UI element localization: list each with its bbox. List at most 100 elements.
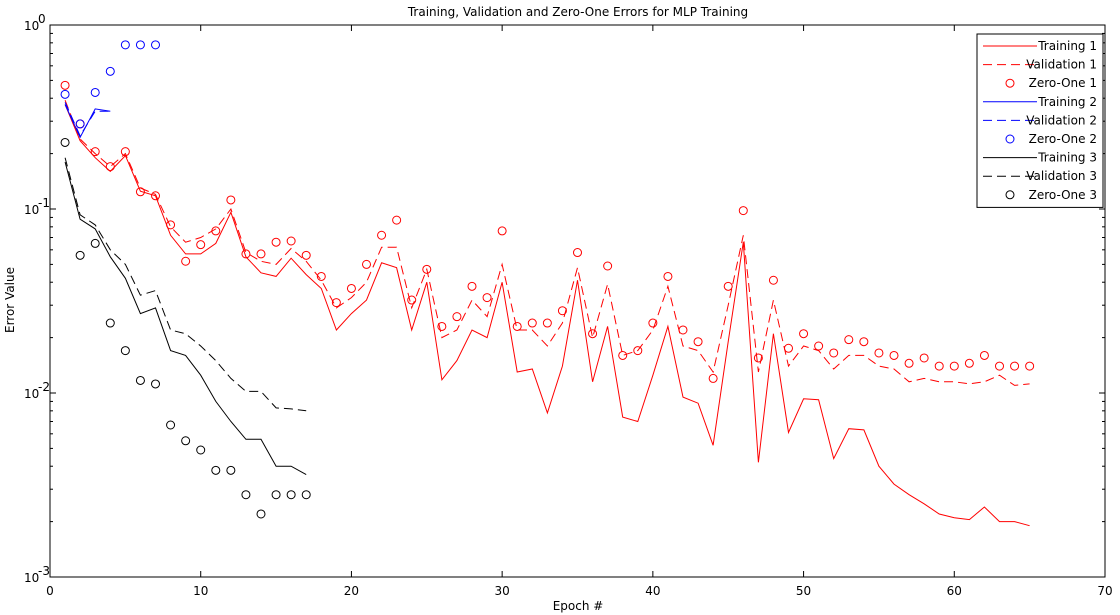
zero-one-1-marker [557,306,567,316]
legend-label-training-1: Training 1 [1037,39,1097,53]
zero-one-1-marker [377,230,387,240]
validation-1-line [64,100,1030,386]
x-axis-ticks: 0 10 20 30 40 50 60 70 [46,25,1113,598]
x-axis-label: Epoch # [553,599,604,613]
zero-one-1-marker [799,329,809,339]
zero-one-1-marker [844,335,854,345]
zero-one-3-marker [271,490,281,500]
zero-one-1-marker [316,271,326,281]
y-tick-exponent: -2 [38,380,50,394]
zero-one-3-marker [286,490,296,500]
zero-one-3-marker [75,250,85,260]
zero-one-1-marker [105,162,115,172]
y-tick-exponent: -3 [38,564,50,578]
zero-one-1-marker [452,312,462,322]
zero-one-1-marker [90,147,100,157]
zero-one-3-marker [120,346,130,356]
zero-one-1-marker [60,80,70,90]
zero-one-1-marker [422,264,432,274]
zero-one-1-marker [151,191,160,201]
training-2-line [64,104,111,139]
zero-one-2-marker [60,89,70,99]
zero-one-1-marker [527,318,537,328]
zero-one-3-marker [241,490,251,500]
axes-box [49,24,1106,578]
zero-one-1-marker [874,348,884,358]
zero-one-1-marker [346,283,356,293]
zero-one-2-marker [151,40,160,50]
zero-one-1-marker [512,321,522,331]
zero-one-1-marker [859,337,869,347]
zero-one-1-marker [392,215,402,225]
zero-one-1-marker [995,361,1004,371]
zero-one-1-marker [693,337,703,347]
zero-one-1-marker [934,361,944,371]
zero-one-1-marker [814,341,824,351]
zero-one-3-marker [90,238,100,248]
x-tick-label: 50 [796,584,811,598]
zero-one-1-marker [120,147,130,157]
legend-label-training-2: Training 2 [1037,95,1097,109]
legend-label-validation-3: Validation 3 [1026,169,1097,183]
zero-one-3-marker [196,445,206,455]
x-tick-label: 40 [645,584,660,598]
x-tick-label: 60 [947,584,962,598]
x-tick-label: 30 [495,584,510,598]
zero-one-1-marker [753,353,763,363]
zero-one-1-marker [437,321,447,331]
zero-one-1-marker [949,361,959,371]
zero-one-3-marker [256,509,266,519]
zero-one-1-marker [678,325,688,335]
zero-one-2-marker [105,66,115,76]
zero-one-1-marker [708,373,718,383]
x-tick-label: 10 [193,584,208,598]
zero-one-1-marker [226,195,236,205]
zero-one-1-marker [135,187,145,197]
zero-one-1-marker [241,249,251,259]
zero-one-2-marker [75,119,85,129]
zero-one-1-marker [286,236,296,246]
legend-label-zero-one-1: Zero-One 1 [1029,76,1097,90]
zero-one-1-marker [573,248,582,258]
zero-one-1-marker [542,318,552,328]
zero-one-1-marker [618,350,628,360]
zero-one-3-marker [60,137,70,147]
zero-one-1-marker [407,295,417,305]
zero-one-2-marker [135,40,145,50]
y-axis-label: Error Value [3,267,17,333]
y-tick-label: 10 [24,203,39,217]
zero-one-1-marker [603,261,613,271]
x-tick-label: 20 [344,584,359,598]
zero-one-1-marker [633,346,643,356]
legend-label-validation-2: Validation 2 [1026,113,1097,127]
x-tick-label: 0 [46,584,54,598]
zero-one-1-marker [482,293,492,303]
training-3-line [64,161,307,476]
zero-one-1-marker [467,281,477,291]
zero-one-3-marker [166,420,176,430]
zero-one-1-marker [979,350,989,360]
zero-one-1-marker [256,249,266,259]
y-tick-label: 10 [24,571,39,585]
zero-one-1-marker [166,220,176,230]
chart-title: Training, Validation and Zero-One Errors… [407,5,748,19]
legend-label-zero-one-2: Zero-One 2 [1029,132,1097,146]
zero-one-3-marker [135,375,145,385]
y-tick-label: 10 [24,19,39,33]
zero-one-1-marker [964,358,974,368]
y-tick-label: 10 [24,387,39,401]
validation-2-line [64,102,111,137]
zero-one-1-marker [648,318,658,328]
plot-area [50,25,1105,577]
zero-one-3-marker [105,318,115,328]
zero-one-3-marker [226,465,236,475]
zero-one-1-marker [301,250,311,260]
zero-one-2-marker [90,87,100,97]
legend-swatch-zero-one-1 [1005,78,1015,88]
zero-one-1-marker [196,240,206,250]
zero-one-1-marker [784,343,793,353]
zero-one-1-marker [588,329,598,339]
legend-label-zero-one-3: Zero-One 3 [1029,188,1097,202]
zero-one-1-marker [738,206,748,216]
